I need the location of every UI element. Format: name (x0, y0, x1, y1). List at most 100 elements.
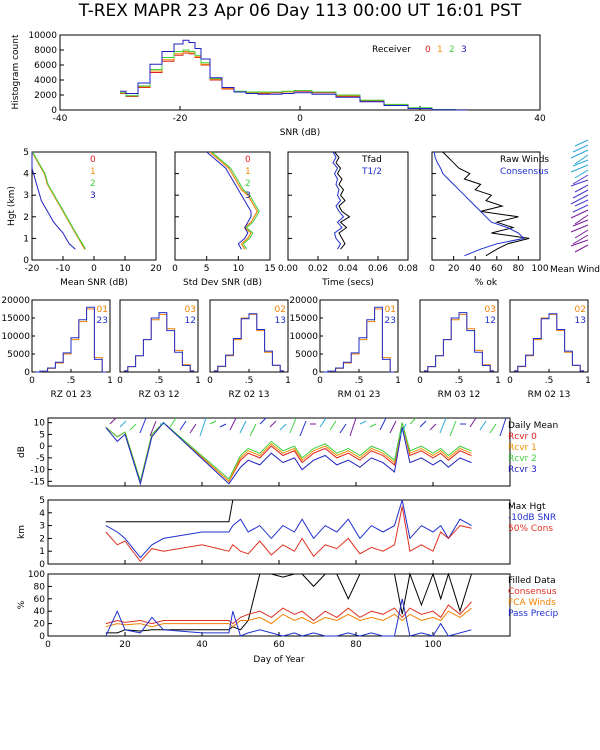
daily-height-ytick-label: 1 (39, 547, 45, 557)
daily-wind-barb (209, 420, 217, 425)
ratio-2-legend-0: 02 (275, 305, 286, 315)
ratio-1-legend-1: 12 (185, 316, 196, 326)
histogram-frame (59, 34, 541, 111)
daily-percent-xtick-label: 100 (424, 640, 441, 650)
daily-snr-ylabel: dB (17, 446, 27, 458)
mean-snr-ytick-label: 2 (23, 213, 29, 223)
daily-wind-barb (379, 417, 387, 431)
daily-wind-barb (279, 423, 287, 431)
daily-snr-ytick-label: 10 (34, 419, 46, 429)
daily-wind-barb (409, 417, 417, 425)
mean-snr-ytick-label: 3 (23, 191, 29, 201)
histogram-ytick-label: 10000 (28, 31, 57, 41)
wind-barb (574, 229, 589, 239)
daily-snr-legend-0: Daily Mean (508, 421, 558, 431)
daily-wind-barb (489, 423, 497, 434)
mean-snr-ytick-label: 1 (23, 234, 29, 244)
daily-snr-legend-1: Rcvr 0 (508, 432, 537, 442)
histogram-legend-0: 0 (425, 45, 431, 55)
daily-wind-barb (239, 420, 247, 434)
daily-wind-barb (479, 420, 487, 431)
daily-wind-barb (129, 423, 137, 431)
histogram-series-2 (120, 49, 468, 111)
ratio-2-xtick-label: .5 (245, 376, 254, 386)
wind-barb (572, 159, 589, 167)
daily-percent-series-Consensus (105, 601, 472, 625)
wind-barb (570, 239, 589, 247)
wind-barb (574, 184, 589, 193)
mean-snr-series-1 (31, 151, 86, 250)
mean-snr-legend-1: 1 (90, 167, 96, 177)
daily-snr-legend-4: Rcvr 3 (508, 465, 537, 475)
daily-percent-xtick-label: 20 (119, 640, 131, 650)
daily-percent-legend-3: Pass Precip (508, 609, 559, 619)
ratio-2-xtick-label: 1 (285, 376, 291, 386)
ratio-3-xtick-label: .5 (355, 376, 364, 386)
time-series-Tfad (334, 151, 351, 250)
daily-wind-barb (109, 417, 117, 425)
ratio-2-label: RZ 02 13 (228, 390, 269, 400)
daily-percent-xtick-label: 60 (273, 640, 285, 650)
ratio-4-xtick-label: 0 (417, 376, 423, 386)
wind-barb (572, 204, 589, 213)
histogram-legend-1: 1 (437, 45, 443, 55)
wind-profile-label: Mean Wind (550, 265, 600, 275)
wind-barb (574, 169, 589, 179)
histogram-legend-3: 3 (461, 45, 467, 55)
ratio-2-xtick-label: 0 (207, 376, 213, 386)
daily-wind-barb (249, 423, 257, 437)
daily-height-ytick-label: 2 (39, 534, 45, 544)
ratio-3-ytick-label: 10000 (289, 332, 318, 342)
daily-percent-ylabel: % (17, 600, 27, 609)
ratio-0-xtick-label: 0 (29, 376, 35, 386)
daily-height-series--10dB SNR (105, 499, 472, 559)
ratio-1-xtick-label: .5 (155, 376, 164, 386)
daily-height-ytick-label: 3 (39, 522, 45, 532)
percent-ok-xtick-label: 80 (513, 264, 525, 274)
mean-snr-xtick-label: 10 (119, 264, 131, 274)
time-xtick-label: 0.04 (338, 264, 358, 274)
wind-barb (570, 224, 589, 233)
mean-snr-xtick-label: 0 (91, 264, 97, 274)
mean-snr-ytick-label: 0 (23, 256, 29, 266)
std-snr-series-3 (206, 151, 252, 250)
histogram-xtick-label: 40 (534, 114, 546, 124)
wind-barb (570, 194, 589, 205)
histogram-xtick-label: -40 (53, 114, 68, 124)
mean-snr-legend-2: 2 (90, 179, 96, 189)
ratio-1-series-12 (123, 312, 195, 372)
percent-ok-frame (431, 151, 541, 261)
histogram-series-3 (120, 39, 468, 111)
ratio-5-xtick-label: 1 (585, 376, 591, 386)
wind-barb (574, 214, 589, 225)
wind-barb (572, 234, 589, 245)
daily-height-ytick-label: 0 (39, 560, 45, 570)
daily-percent-series-Pass Precip (105, 598, 472, 637)
mean-snr-xlabel: Mean SNR (dB) (60, 278, 128, 288)
daily-percent-ytick-label: 100 (28, 570, 45, 580)
daily-wind-barb (329, 420, 337, 431)
histogram-ytick-label: 8000 (34, 46, 57, 56)
ratio-4-legend-0: 03 (485, 305, 496, 315)
daily-wind-barb (189, 423, 197, 434)
wind-barb (570, 179, 589, 187)
daily-snr-ytick-label: 0 (39, 442, 45, 452)
ratio-5-legend-0: 02 (575, 305, 586, 315)
histogram-legend-title: Receiver (372, 45, 411, 55)
daily-percent-legend-0: Filled Data (508, 576, 556, 586)
ratio-1-legend-0: 03 (185, 305, 196, 315)
daily-height-legend-2: 50% Cons (508, 524, 553, 534)
std-snr-series-2 (211, 151, 260, 250)
ratio-4-series-12 (423, 312, 495, 372)
daily-percent-ytick-label: 80 (34, 582, 46, 592)
histogram-legend-2: 2 (449, 45, 455, 55)
std-snr-xtick-label: 0 (172, 264, 178, 274)
daily-wind-barb (469, 417, 477, 428)
daily-percent-xtick-label: 40 (196, 640, 208, 650)
mean-snr-xtick-label: 20 (150, 264, 162, 274)
daily-wind-barb (259, 417, 267, 425)
daily-wind-barb (339, 423, 347, 434)
mean-snr-xtick-label: -20 (25, 264, 40, 274)
ratio-0-ytick-label: 10000 (1, 332, 30, 342)
histogram-ytick-label: 0 (51, 106, 57, 116)
